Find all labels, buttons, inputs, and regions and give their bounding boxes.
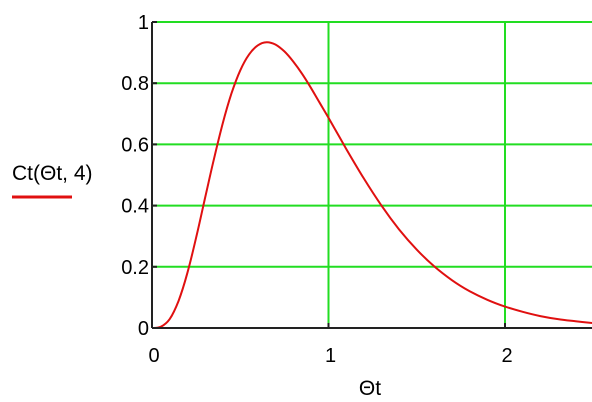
x-axis-label: Θt [359, 377, 381, 400]
x-tick-labels: 0 1 2 [148, 345, 512, 367]
y-axis-label: Ct(Θt, 4) [12, 162, 93, 185]
x-tick-label-2: 2 [501, 345, 512, 367]
grid-lines [152, 21, 592, 328]
y-tick-label-0: 0 [138, 318, 149, 340]
series-line [151, 41, 592, 329]
y-tick-label-3: 0.6 [121, 134, 149, 156]
y-tick-labels: 0 0.2 0.4 0.6 0.8 1 [121, 12, 149, 340]
x-tick-label-0: 0 [148, 345, 159, 367]
y-tick-label-1: 0.2 [121, 257, 149, 279]
x-tick-label-1: 1 [325, 345, 336, 367]
y-tick-label-2: 0.4 [121, 196, 149, 218]
y-tick-label-4: 0.8 [121, 73, 149, 95]
axes [151, 21, 592, 329]
y-tick-label-5: 1 [138, 12, 149, 34]
